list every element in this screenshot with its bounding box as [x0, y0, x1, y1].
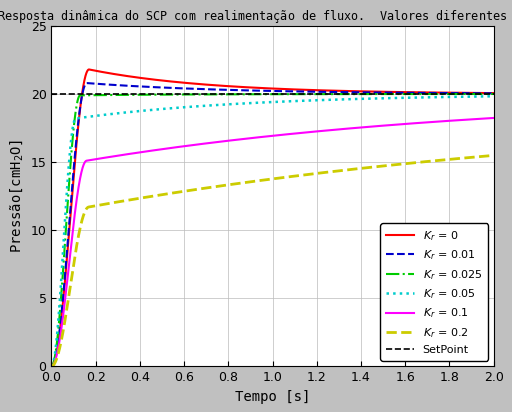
$K_r$ = 0 [48, 364, 54, 369]
$K_r$ = 0.1 [434, 119, 440, 124]
$K_r$ = 0 [435, 90, 441, 95]
$K_r$ = 0 [99, 70, 105, 75]
$K_r$ = 0.01 [125, 83, 132, 88]
$K_r$ = 0.025 [237, 92, 243, 97]
Line: $K_r$ = 0.2: $K_r$ = 0.2 [51, 155, 494, 366]
$K_r$ = 0.2 [434, 158, 440, 163]
$K_r$ = 0 [125, 74, 132, 79]
$K_r$ = 0.2 [125, 198, 131, 203]
$K_r$ = 0.2 [48, 364, 54, 369]
$K_r$ = 0.05 [482, 94, 488, 99]
$K_r$ = 0.01 [84, 81, 90, 86]
$K_r$ = 0 [218, 83, 224, 88]
$K_r$ = 0.1 [48, 364, 54, 369]
$K_r$ = 0.01 [218, 87, 224, 92]
$K_r$ = 0.025 [482, 91, 488, 96]
$K_r$ = 0.2 [490, 153, 497, 158]
$K_r$ = 0.01 [482, 91, 488, 96]
$K_r$ = 0.1 [125, 152, 131, 157]
$K_r$ = 0.05 [48, 364, 54, 369]
$K_r$ = 0.05 [218, 102, 224, 107]
$K_r$ = 0 [237, 84, 243, 89]
$K_r$ = 0.025 [434, 91, 440, 96]
$K_r$ = 0 [86, 67, 92, 72]
$K_r$ = 0.025 [48, 364, 54, 369]
Line: $K_r$ = 0.1: $K_r$ = 0.1 [51, 118, 494, 366]
$K_r$ = 0.2 [99, 202, 105, 207]
$K_r$ = 0.1 [218, 139, 224, 144]
Line: $K_r$ = 0: $K_r$ = 0 [51, 70, 494, 366]
$K_r$ = 0.05 [490, 94, 497, 99]
$K_r$ = 0.01 [99, 82, 105, 87]
$K_r$ = 0.05 [125, 110, 131, 115]
Line: $K_r$ = 0.05: $K_r$ = 0.05 [51, 96, 494, 366]
Y-axis label: Pressão[cmH$_2$O]: Pressão[cmH$_2$O] [8, 139, 25, 253]
$K_r$ = 0.1 [99, 156, 105, 161]
SetPoint [48, 91, 54, 96]
$K_r$ = 0.1 [490, 115, 497, 120]
Legend: $K_r$ = 0, $K_r$ = 0.01, $K_r$ = 0.025, $K_r$ = 0.05, $K_r$ = 0.1, $K_r$ = 0.2, : $K_r$ = 0, $K_r$ = 0.01, $K_r$ = 0.025, … [380, 223, 488, 360]
$K_r$ = 0.025 [490, 91, 497, 96]
$K_r$ = 0.1 [482, 116, 488, 121]
$K_r$ = 0.2 [218, 183, 224, 188]
$K_r$ = 0.05 [237, 101, 243, 106]
Line: $K_r$ = 0.01: $K_r$ = 0.01 [51, 83, 494, 366]
X-axis label: Tempo [s]: Tempo [s] [235, 390, 310, 404]
$K_r$ = 0 [482, 91, 488, 96]
$K_r$ = 0 [490, 91, 497, 96]
SetPoint [269, 91, 275, 96]
$K_r$ = 0.01 [237, 88, 243, 93]
$K_r$ = 0.01 [48, 364, 54, 369]
$K_r$ = 0.01 [435, 91, 441, 96]
$K_r$ = 0.025 [99, 93, 105, 98]
Line: $K_r$ = 0.025: $K_r$ = 0.025 [51, 94, 494, 366]
$K_r$ = 0.025 [218, 92, 224, 97]
$K_r$ = 0.2 [237, 181, 243, 186]
$K_r$ = 0.2 [482, 154, 488, 159]
$K_r$ = 0.05 [99, 112, 105, 117]
$K_r$ = 0.01 [490, 91, 497, 96]
$K_r$ = 0.1 [237, 137, 243, 142]
$K_r$ = 0.05 [434, 95, 440, 100]
$K_r$ = 0.025 [125, 92, 131, 97]
Title: Resposta dinâmica do SCP com realimentação de fluxo.  Valores diferentes de $K_r: Resposta dinâmica do SCP com realimentaç… [0, 8, 512, 25]
